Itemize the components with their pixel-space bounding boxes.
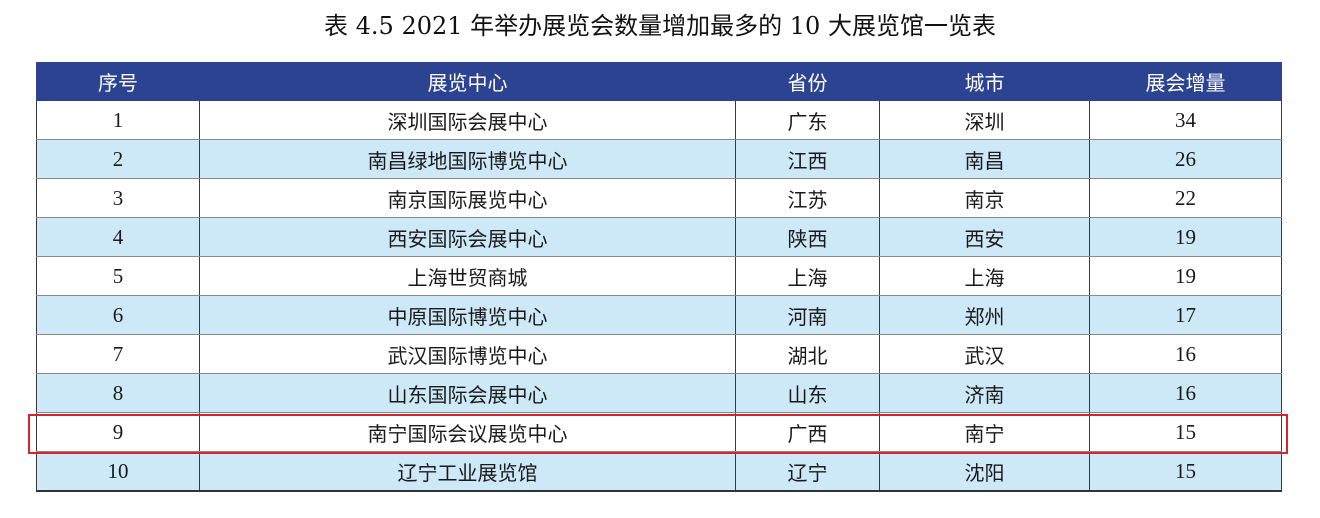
cell-province: 陕西 (735, 217, 880, 257)
cell-increase: 26 (1089, 139, 1282, 179)
table-header-row: 序号 展览中心 省份 城市 展会增量 (36, 62, 1282, 101)
cell-increase: 19 (1089, 217, 1282, 257)
cell-city: 南宁 (879, 412, 1090, 452)
cell-center: 南京国际展览中心 (199, 178, 736, 218)
cell-index: 2 (36, 139, 200, 179)
cell-index: 4 (36, 217, 200, 257)
table-row: 2 南昌绿地国际博览中心 江西 南昌 26 (36, 139, 1282, 179)
cell-city: 上海 (879, 256, 1090, 296)
cell-province: 江苏 (735, 178, 880, 218)
cell-index: 1 (36, 100, 200, 140)
cell-index: 10 (36, 451, 200, 492)
cell-city: 郑州 (879, 295, 1090, 335)
table-row: 1 深圳国际会展中心 广东 深圳 34 (36, 100, 1282, 140)
cell-index: 8 (36, 373, 200, 413)
table-row-highlighted: 9 南宁国际会议展览中心 广西 南宁 15 (36, 412, 1282, 452)
cell-province: 山东 (735, 373, 880, 413)
cell-increase: 34 (1089, 100, 1282, 140)
table-row: 7 武汉国际博览中心 湖北 武汉 16 (36, 334, 1282, 374)
cell-province: 辽宁 (735, 451, 880, 492)
header-city: 城市 (879, 62, 1090, 101)
cell-index: 7 (36, 334, 200, 374)
cell-city: 南京 (879, 178, 1090, 218)
table-row: 6 中原国际博览中心 河南 郑州 17 (36, 295, 1282, 335)
cell-province: 江西 (735, 139, 880, 179)
cell-index: 9 (36, 412, 200, 452)
cell-city: 济南 (879, 373, 1090, 413)
table-row: 3 南京国际展览中心 江苏 南京 22 (36, 178, 1282, 218)
cell-province: 上海 (735, 256, 880, 296)
cell-province: 广东 (735, 100, 880, 140)
table-title: 表 4.5 2021 年举办展览会数量增加最多的 10 大展览馆一览表 (324, 12, 996, 40)
cell-center: 南昌绿地国际博览中心 (199, 139, 736, 179)
cell-city: 深圳 (879, 100, 1090, 140)
cell-province: 湖北 (735, 334, 880, 374)
cell-center: 武汉国际博览中心 (199, 334, 736, 374)
cell-center: 山东国际会展中心 (199, 373, 736, 413)
cell-province: 河南 (735, 295, 880, 335)
cell-increase: 19 (1089, 256, 1282, 296)
cell-city: 武汉 (879, 334, 1090, 374)
cell-center: 中原国际博览中心 (199, 295, 736, 335)
cell-center: 深圳国际会展中心 (199, 100, 736, 140)
cell-increase: 16 (1089, 373, 1282, 413)
cell-city: 沈阳 (879, 451, 1090, 492)
header-province: 省份 (735, 62, 880, 101)
cell-increase: 15 (1089, 451, 1282, 492)
cell-increase: 22 (1089, 178, 1282, 218)
cell-index: 5 (36, 256, 200, 296)
cell-city: 西安 (879, 217, 1090, 257)
cell-index: 6 (36, 295, 200, 335)
cell-center: 上海世贸商城 (199, 256, 736, 296)
cell-increase: 15 (1089, 412, 1282, 452)
table-row: 8 山东国际会展中心 山东 济南 16 (36, 373, 1282, 413)
cell-increase: 17 (1089, 295, 1282, 335)
cell-center: 南宁国际会议展览中心 (199, 412, 736, 452)
cell-city: 南昌 (879, 139, 1090, 179)
header-index: 序号 (36, 62, 200, 101)
table-row: 5 上海世贸商城 上海 上海 19 (36, 256, 1282, 296)
cell-increase: 16 (1089, 334, 1282, 374)
cell-index: 3 (36, 178, 200, 218)
header-increase: 展会增量 (1089, 62, 1282, 101)
table-row: 4 西安国际会展中心 陕西 西安 19 (36, 217, 1282, 257)
cell-center: 辽宁工业展览馆 (199, 451, 736, 492)
cell-province: 广西 (735, 412, 880, 452)
exhibition-table: 序号 展览中心 省份 城市 展会增量 1 深圳国际会展中心 广东 深圳 34 2… (36, 62, 1282, 492)
cell-center: 西安国际会展中心 (199, 217, 736, 257)
table-row: 10 辽宁工业展览馆 辽宁 沈阳 15 (36, 451, 1282, 492)
header-center: 展览中心 (199, 62, 736, 101)
